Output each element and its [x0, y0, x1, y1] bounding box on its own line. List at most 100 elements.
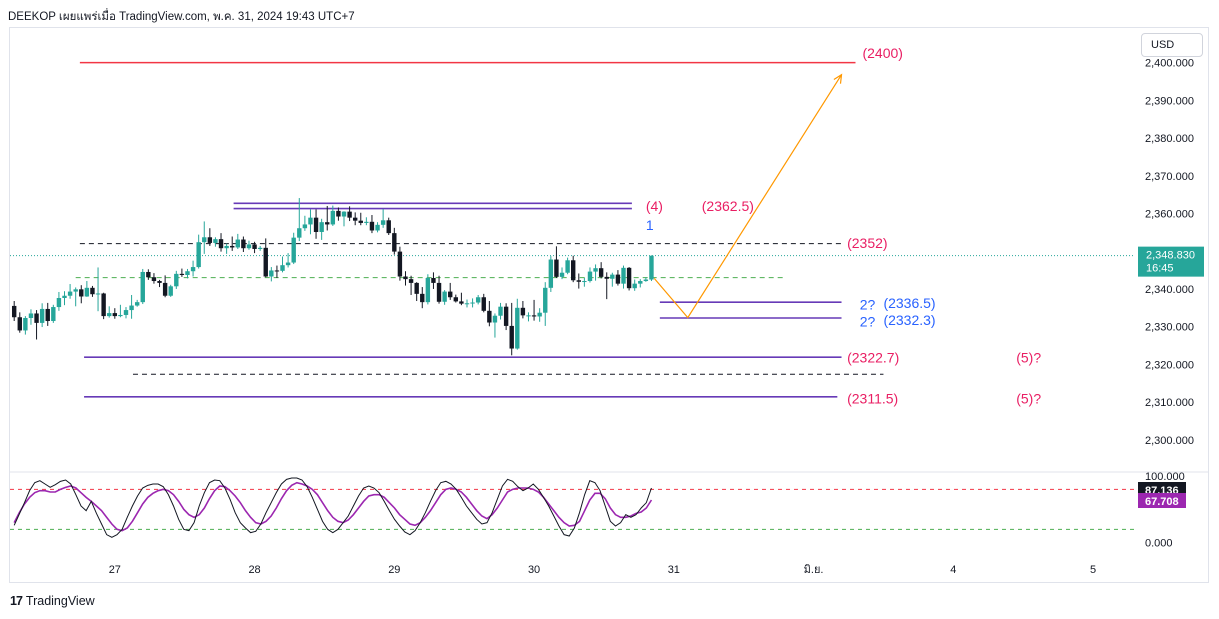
candle-body	[431, 278, 436, 283]
candle-body	[325, 222, 330, 225]
candle-body	[330, 210, 336, 225]
candle-body	[615, 274, 621, 284]
candle-body	[498, 306, 503, 316]
wave-annotation: (2322.7)	[847, 350, 899, 366]
price-tick-label: 2,300.000	[1145, 435, 1194, 447]
candle-body	[397, 251, 403, 277]
candle-body	[403, 276, 408, 280]
candle-body	[134, 302, 140, 306]
candle-body	[632, 283, 637, 289]
candle-body	[643, 279, 649, 282]
candle-body	[313, 217, 319, 232]
candle-body	[341, 211, 347, 217]
osc-d-value: 67.708	[1145, 496, 1179, 508]
candle-body	[386, 220, 391, 234]
candle-body	[487, 310, 492, 323]
time-tick-label: 29	[388, 564, 400, 576]
candle-body	[146, 271, 151, 278]
candle-body	[531, 315, 537, 317]
candle-body	[151, 277, 157, 282]
candle-body	[425, 278, 431, 303]
candle-body	[79, 289, 84, 297]
wave-annotation: (2332.3)	[883, 312, 935, 328]
osc-tick-label: 100.000	[1145, 471, 1185, 483]
candle-body	[347, 211, 352, 218]
candle-body	[610, 274, 615, 279]
candle-body	[598, 268, 604, 277]
candle-body	[369, 221, 375, 231]
candle-body	[554, 259, 559, 277]
branding: 17 TradingView	[10, 594, 95, 608]
candle-body	[129, 305, 134, 311]
wave-annotation: (2352)	[847, 235, 887, 251]
candle-body	[224, 245, 229, 249]
candle-body	[274, 270, 280, 272]
time-tick-label: 31	[668, 564, 680, 576]
price-tick-label: 2,330.000	[1145, 322, 1194, 334]
candle-body	[442, 291, 447, 302]
wave-annotation: (2336.5)	[883, 295, 935, 311]
price-tick-label: 2,390.000	[1145, 95, 1194, 107]
candle-body	[364, 221, 369, 223]
candle-body	[408, 279, 414, 283]
candle-body	[392, 233, 397, 252]
candle-body	[509, 325, 514, 349]
candle-body	[179, 273, 185, 275]
wave-annotation: 1	[646, 217, 654, 233]
candle-body	[336, 210, 341, 217]
candle-body	[90, 287, 95, 295]
price-tick-label: 2,320.000	[1145, 359, 1194, 371]
candle-body	[241, 239, 246, 249]
wave-annotation: 2?	[860, 296, 876, 312]
candle-body	[308, 217, 313, 225]
candle-body	[537, 312, 542, 317]
projection-path	[653, 74, 843, 319]
candle-body	[168, 286, 173, 296]
osc-d-line	[13, 481, 653, 532]
candle-body	[604, 276, 609, 279]
tradingview-logo-icon: 17	[10, 594, 23, 608]
candle-body	[112, 313, 118, 317]
candle-body	[140, 271, 145, 303]
price-tick-label: 2,360.000	[1145, 209, 1194, 221]
candle-body	[375, 224, 380, 231]
candle-body	[118, 314, 123, 317]
candle-body	[73, 289, 78, 292]
candle-body	[470, 302, 475, 304]
candle-body	[436, 282, 442, 302]
time-tick-label: 30	[528, 564, 540, 576]
osc-tick-label: 0.000	[1145, 538, 1173, 550]
osc-d-badge	[1138, 493, 1186, 508]
candle-body	[380, 220, 386, 225]
candle-body	[269, 270, 274, 277]
currency-button[interactable]: USD	[1141, 33, 1203, 57]
candle-body	[34, 313, 39, 323]
candle-body	[190, 267, 196, 272]
candle-body	[246, 244, 252, 249]
candle-body	[302, 224, 308, 229]
time-tick-label: 28	[248, 564, 260, 576]
candle-body	[459, 301, 464, 304]
candle-body	[520, 307, 526, 316]
projection-arrowhead	[833, 73, 843, 84]
candle-body	[291, 237, 296, 263]
candle-body	[263, 247, 268, 277]
candle-body	[62, 295, 67, 298]
candle-body	[17, 317, 22, 331]
candle-body	[448, 291, 453, 298]
candle-body	[352, 217, 358, 221]
price-tick-label: 2,370.000	[1145, 171, 1194, 183]
last-price-label: 2,348.830	[1146, 250, 1195, 262]
price-tick-label: 2,340.000	[1145, 284, 1194, 296]
candle-body	[492, 315, 498, 323]
wave-annotation: (2400)	[862, 45, 902, 61]
candle-body	[196, 242, 201, 268]
candle-body	[593, 268, 598, 272]
time-tick-label: 4	[950, 564, 956, 576]
time-tick-label: 5	[1090, 564, 1096, 576]
candle-body	[565, 260, 570, 273]
candle-body	[638, 281, 643, 284]
candle-body	[257, 247, 263, 249]
candle-body	[297, 228, 302, 238]
